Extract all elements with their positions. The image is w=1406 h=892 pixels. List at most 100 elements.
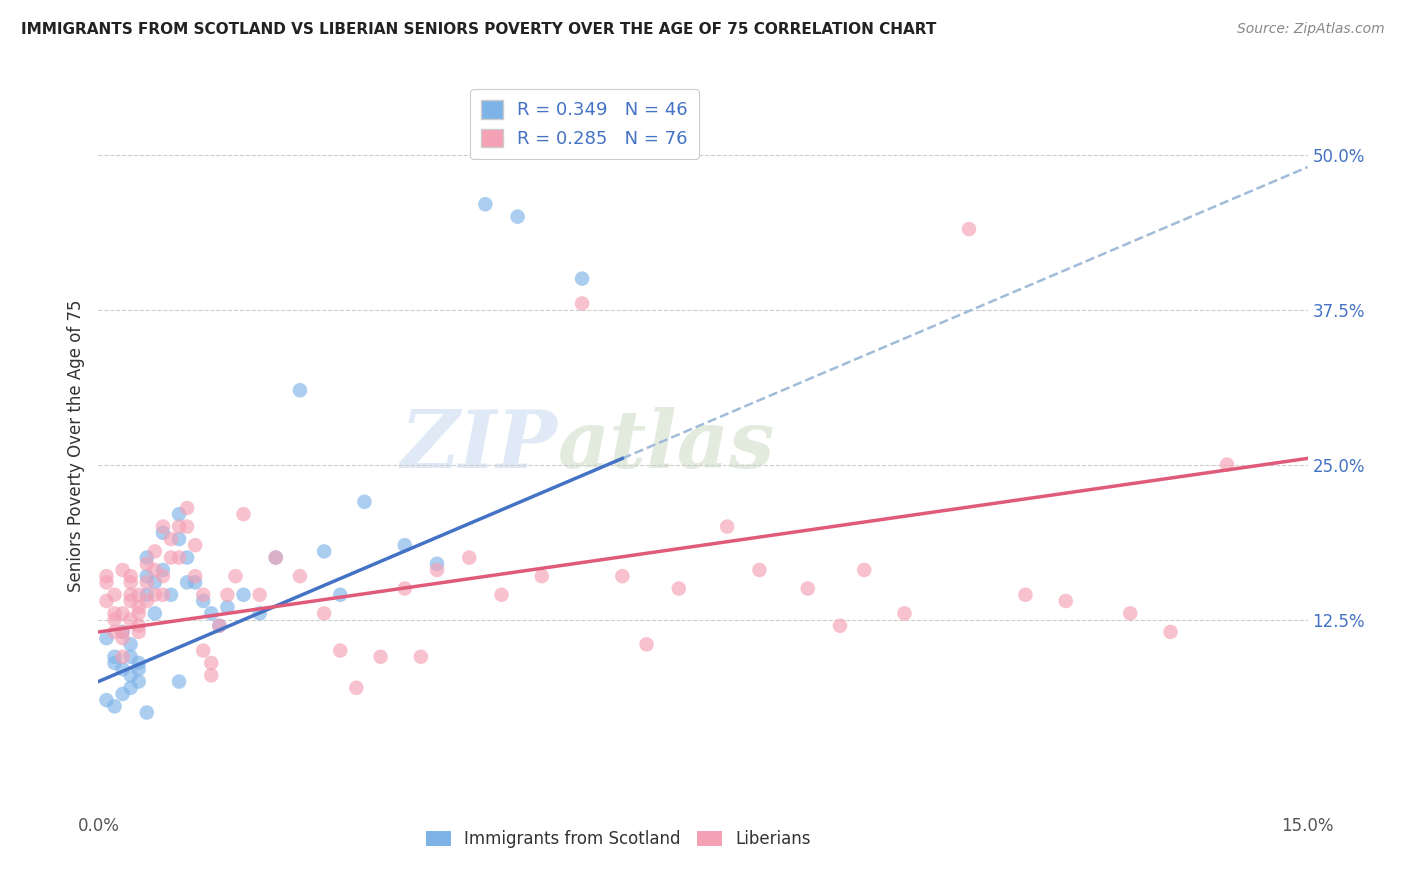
Point [120, 588, 142, 602]
Point [288, 569, 311, 583]
Point [668, 582, 690, 596]
Point [135, 588, 157, 602]
Point [200, 607, 222, 621]
Point [232, 588, 254, 602]
Point [530, 569, 553, 583]
Point [506, 210, 529, 224]
Point [128, 600, 150, 615]
Point [184, 538, 207, 552]
Text: Source: ZipAtlas.com: Source: ZipAtlas.com [1237, 22, 1385, 37]
Point [200, 668, 222, 682]
Point [426, 563, 449, 577]
Point [143, 575, 166, 590]
Point [474, 197, 496, 211]
Point [314, 607, 336, 621]
Point [208, 619, 231, 633]
Point [103, 649, 125, 664]
Point [329, 643, 352, 657]
Point [797, 582, 820, 596]
Point [1160, 624, 1182, 639]
Point [103, 588, 125, 602]
Point [120, 569, 142, 583]
Point [571, 271, 593, 285]
Point [135, 557, 157, 571]
Point [184, 575, 207, 590]
Point [458, 550, 481, 565]
Point [571, 296, 593, 310]
Text: IMMIGRANTS FROM SCOTLAND VS LIBERIAN SENIORS POVERTY OVER THE AGE OF 75 CORRELAT: IMMIGRANTS FROM SCOTLAND VS LIBERIAN SEN… [21, 22, 936, 37]
Point [143, 588, 166, 602]
Point [217, 600, 239, 615]
Point [120, 594, 142, 608]
Point [143, 544, 166, 558]
Point [748, 563, 770, 577]
Point [193, 594, 215, 608]
Point [370, 649, 392, 664]
Point [193, 588, 215, 602]
Point [426, 557, 449, 571]
Point [103, 656, 125, 670]
Point [103, 624, 125, 639]
Point [394, 582, 416, 596]
Point [128, 607, 150, 621]
Point [167, 550, 190, 565]
Point [184, 569, 207, 583]
Point [135, 550, 157, 565]
Point [394, 538, 416, 552]
Point [111, 687, 134, 701]
Point [853, 563, 876, 577]
Point [716, 519, 738, 533]
Point [1216, 458, 1239, 472]
Point [120, 613, 142, 627]
Point [160, 588, 183, 602]
Point [111, 649, 134, 664]
Point [612, 569, 634, 583]
Point [176, 550, 198, 565]
Point [167, 519, 190, 533]
Point [314, 544, 336, 558]
Point [120, 681, 142, 695]
Point [111, 624, 134, 639]
Point [128, 662, 150, 676]
Text: atlas: atlas [558, 408, 775, 484]
Point [152, 519, 174, 533]
Point [1119, 607, 1142, 621]
Point [344, 681, 367, 695]
Point [176, 519, 198, 533]
Point [409, 649, 432, 664]
Point [167, 532, 190, 546]
Point [957, 222, 980, 236]
Point [111, 563, 134, 577]
Point [152, 569, 174, 583]
Point [828, 619, 851, 633]
Point [1014, 588, 1036, 602]
Point [249, 607, 271, 621]
Point [636, 637, 658, 651]
Point [329, 588, 352, 602]
Point [264, 550, 287, 565]
Point [264, 550, 287, 565]
Point [143, 563, 166, 577]
Point [193, 643, 215, 657]
Point [103, 699, 125, 714]
Point [208, 619, 231, 633]
Point [96, 569, 118, 583]
Point [176, 575, 198, 590]
Point [103, 607, 125, 621]
Point [167, 674, 190, 689]
Point [128, 619, 150, 633]
Point [143, 607, 166, 621]
Point [200, 656, 222, 670]
Point [135, 575, 157, 590]
Point [353, 495, 375, 509]
Point [111, 631, 134, 645]
Point [128, 674, 150, 689]
Point [96, 631, 118, 645]
Point [128, 624, 150, 639]
Point [249, 588, 271, 602]
Point [120, 668, 142, 682]
Point [1054, 594, 1077, 608]
Point [135, 594, 157, 608]
Point [217, 588, 239, 602]
Point [152, 525, 174, 540]
